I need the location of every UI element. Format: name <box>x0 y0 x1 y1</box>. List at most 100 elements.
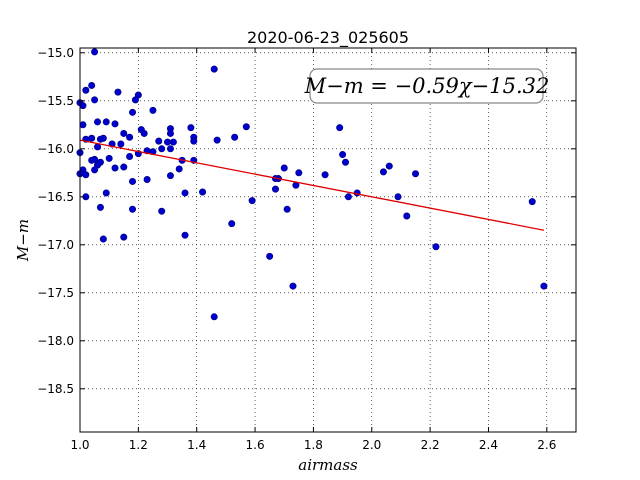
data-point <box>129 177 137 185</box>
data-point <box>79 121 87 129</box>
data-point <box>149 106 157 114</box>
data-point <box>336 124 344 132</box>
y-tick-label: −16.5 <box>37 190 74 204</box>
data-point <box>114 88 122 96</box>
data-point <box>181 231 189 239</box>
x-tick-label: 2.6 <box>537 438 556 452</box>
data-point <box>412 170 420 178</box>
data-point <box>91 48 99 56</box>
y-tick-label: −17.5 <box>37 286 74 300</box>
data-point <box>379 168 387 176</box>
data-point <box>339 151 347 159</box>
data-point <box>321 171 329 179</box>
data-point <box>155 137 163 145</box>
data-point <box>102 118 110 126</box>
data-point <box>528 198 536 206</box>
data-point <box>289 282 297 290</box>
data-point <box>164 138 172 146</box>
data-point <box>248 197 256 205</box>
data-point <box>175 165 183 173</box>
axis-ticks: 1.0 1.2 1.4 1.6 1.8 2.0 2.2 2.4 2.6 −15.0 −15.5 −16… <box>37 46 576 452</box>
data-point <box>166 172 174 180</box>
x-tick-label: 2.4 <box>479 438 498 452</box>
data-point <box>79 102 87 110</box>
x-tick-label: 1.4 <box>187 438 206 452</box>
x-axis-label: airmass <box>298 456 358 474</box>
chart-marks <box>76 48 548 321</box>
data-point <box>166 145 174 153</box>
data-point <box>283 205 291 213</box>
data-point <box>166 129 174 137</box>
data-point <box>99 235 107 243</box>
data-point <box>169 138 177 146</box>
data-point <box>344 193 352 201</box>
chart-title: 2020-06-23_025605 <box>247 28 409 48</box>
data-point <box>540 282 548 290</box>
x-tick-label: 1.6 <box>246 438 265 452</box>
data-point <box>111 164 119 172</box>
data-point <box>126 152 134 160</box>
data-point <box>96 203 104 211</box>
data-point <box>94 118 102 126</box>
data-point <box>271 185 279 193</box>
data-point <box>117 140 125 148</box>
data-point <box>403 212 411 220</box>
data-point <box>394 193 402 201</box>
plot-frame <box>79 47 577 433</box>
fit-annotation-box: M−m = −0.59χ−15.32 <box>304 68 550 104</box>
data-point <box>82 171 90 179</box>
y-axis-label: M−m <box>14 219 32 262</box>
fit-line <box>79 139 545 231</box>
data-point <box>120 129 128 137</box>
data-point <box>129 205 137 213</box>
data-point <box>88 81 96 89</box>
data-point <box>111 120 119 128</box>
data-point <box>140 129 148 137</box>
data-point <box>120 233 128 241</box>
data-point <box>342 158 350 166</box>
data-point <box>105 154 113 162</box>
data-point <box>228 220 236 228</box>
data-point <box>199 188 207 196</box>
data-point <box>120 163 128 171</box>
data-point <box>88 134 96 142</box>
data-point <box>210 313 218 321</box>
data-point <box>242 123 250 131</box>
data-point <box>91 166 99 174</box>
data-point <box>82 86 90 94</box>
y-tick-label: −15.5 <box>37 94 74 108</box>
data-point <box>432 243 440 251</box>
x-tick-label: 2.2 <box>421 438 440 452</box>
data-point <box>266 252 274 260</box>
y-tick-label: −18.5 <box>37 382 74 396</box>
data-point <box>187 124 195 132</box>
data-point <box>181 189 189 197</box>
data-point <box>129 108 137 116</box>
y-tick-label: −15.0 <box>37 46 74 60</box>
data-point <box>99 134 107 142</box>
data-point <box>91 96 99 104</box>
y-tick-label: −17.0 <box>37 238 74 252</box>
data-point <box>213 136 221 144</box>
data-point <box>280 164 288 172</box>
x-tick-label: 1.2 <box>129 438 148 452</box>
y-tick-label: −18.0 <box>37 334 74 348</box>
data-point <box>385 162 393 170</box>
fit-equation-label: M−m = −0.59χ−15.32 <box>304 74 550 98</box>
data-point <box>143 176 151 184</box>
x-tick-label: 1.0 <box>70 438 89 452</box>
x-tick-label: 1.8 <box>304 438 323 452</box>
data-point <box>131 96 139 104</box>
data-point <box>158 145 166 153</box>
data-point <box>295 169 303 177</box>
data-point <box>102 189 110 197</box>
data-point <box>91 155 99 163</box>
data-point <box>210 65 218 73</box>
y-tick-label: −16.0 <box>37 142 74 156</box>
data-point <box>158 207 166 215</box>
annotation-frame <box>309 68 544 104</box>
data-point <box>190 137 198 145</box>
x-tick-label: 2.0 <box>362 438 381 452</box>
data-point <box>126 133 134 141</box>
